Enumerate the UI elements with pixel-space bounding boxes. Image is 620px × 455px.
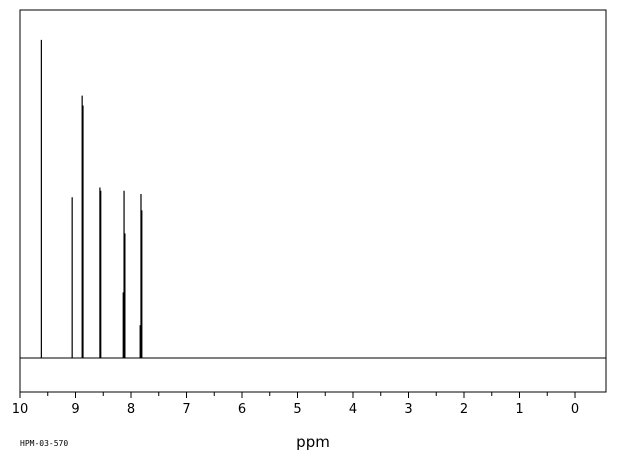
peaks-layer	[40, 39, 143, 358]
x-tick-label-5: 5	[293, 402, 301, 417]
x-tick-label-7: 3	[404, 402, 412, 417]
x-tick-label-2: 8	[127, 402, 135, 417]
x-axis-title: ppm	[296, 433, 330, 451]
sample-id-label: HPM-03-570	[20, 439, 68, 448]
x-tick-label-8: 2	[460, 402, 468, 417]
x-tick-label-0: 10	[12, 402, 29, 417]
x-tick-label-1: 9	[71, 402, 79, 417]
x-tick-label-9: 1	[515, 402, 523, 417]
x-axis-ticks: 10 9 8 7 6 5 4 3 2 1 0	[12, 392, 579, 417]
plot-frame	[19, 9, 607, 393]
x-tick-label-10: 0	[571, 402, 579, 417]
x-tick-label-4: 6	[238, 402, 246, 417]
x-tick-label-6: 4	[349, 402, 357, 417]
x-tick-label-3: 7	[182, 402, 190, 417]
